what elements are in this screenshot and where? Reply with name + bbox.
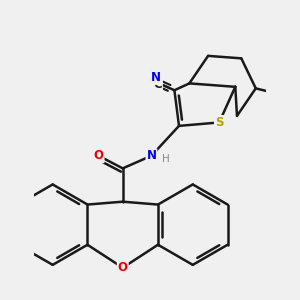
Text: O: O [118,261,128,274]
Text: O: O [94,149,103,162]
Text: C: C [153,78,162,91]
Text: N: N [146,149,156,162]
Text: N: N [151,71,161,84]
Text: S: S [215,116,224,129]
Text: H: H [162,154,170,164]
